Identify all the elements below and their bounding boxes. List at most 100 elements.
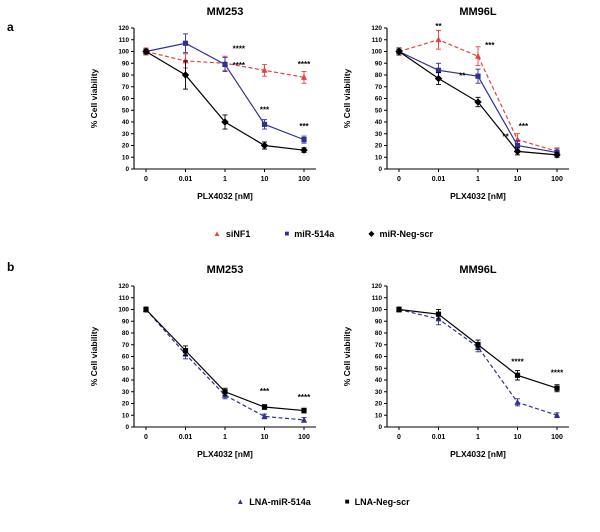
svg-text:****: ****	[233, 45, 246, 54]
svg-text:110: 110	[372, 295, 383, 302]
svg-text:100: 100	[371, 307, 382, 314]
svg-text:***: ***	[519, 122, 529, 131]
svg-text:60: 60	[375, 96, 383, 103]
svg-text:0: 0	[144, 176, 148, 183]
svg-text:**: **	[503, 133, 510, 142]
svg-text:50: 50	[122, 107, 130, 114]
svg-text:0: 0	[378, 166, 382, 173]
svg-text:100: 100	[551, 434, 563, 441]
legend-panel-a: ▲ siNF1 ■ miR-514a ◆ miR-Neg-scr	[0, 229, 600, 239]
svg-text:30: 30	[375, 389, 383, 396]
svg-text:**: **	[435, 22, 442, 31]
chart-title: MM96L	[459, 6, 497, 18]
svg-text:***: ***	[485, 41, 495, 50]
svg-text:120: 120	[371, 25, 382, 32]
legend-label: LNA-Neg-scr	[354, 497, 410, 507]
svg-text:1: 1	[476, 434, 480, 441]
svg-text:1: 1	[223, 176, 227, 183]
sinf1-marker-icon: ▲	[213, 229, 221, 238]
svg-text:% Cell viability: % Cell viability	[342, 68, 352, 128]
svg-text:0: 0	[397, 176, 401, 183]
legend-item-lna-mir-514a: ▲ LNA-miR-514a	[236, 497, 310, 507]
svg-text:80: 80	[375, 72, 383, 79]
svg-text:40: 40	[375, 377, 383, 384]
chart-title: MM253	[206, 264, 244, 276]
svg-text:0.01: 0.01	[179, 434, 193, 441]
svg-text:0: 0	[378, 424, 382, 431]
chart-title: MM96L	[459, 264, 497, 276]
svg-text:1: 1	[476, 176, 480, 183]
svg-text:****: ****	[233, 61, 246, 70]
svg-text:120: 120	[371, 283, 382, 290]
svg-text:30: 30	[375, 131, 383, 138]
panel-a-label: a	[7, 20, 14, 34]
svg-text:70: 70	[122, 342, 130, 349]
svg-text:60: 60	[375, 354, 383, 361]
svg-text:10: 10	[514, 176, 522, 183]
svg-text:****: ****	[511, 358, 524, 367]
svg-text:***: ***	[299, 122, 309, 131]
svg-text:40: 40	[122, 377, 130, 384]
svg-text:20: 20	[375, 143, 383, 150]
svg-text:110: 110	[119, 37, 130, 44]
svg-text:10: 10	[514, 434, 522, 441]
svg-text:20: 20	[375, 401, 383, 408]
svg-text:0: 0	[125, 166, 129, 173]
mir-514a-marker-icon: ■	[284, 229, 290, 238]
svg-text:60: 60	[122, 354, 130, 361]
svg-text:80: 80	[122, 72, 130, 79]
svg-text:0.01: 0.01	[432, 176, 446, 183]
svg-text:100: 100	[118, 307, 129, 314]
svg-text:0: 0	[125, 424, 129, 431]
svg-text:50: 50	[122, 365, 130, 372]
legend-label: LNA-miR-514a	[249, 497, 311, 507]
chart-block-a-mm96l: MM96L 0 10 20 30 40 50 60 70 80 90 100 110 120 0 0.01 1…	[341, 6, 586, 207]
panel-a-charts: MM253 0 10 20 30 40 50 60 70 80 90 100 110 120 0 0.01 1…	[88, 6, 586, 207]
svg-text:**: **	[459, 72, 466, 81]
svg-text:1: 1	[223, 434, 227, 441]
svg-text:90: 90	[122, 60, 130, 67]
svg-text:90: 90	[375, 60, 383, 67]
svg-text:% Cell viability: % Cell viability	[89, 326, 99, 386]
legend-item-mir-514a: ■ miR-514a	[284, 229, 334, 239]
svg-text:***: ***	[260, 387, 270, 396]
svg-text:20: 20	[122, 143, 130, 150]
svg-text:80: 80	[375, 330, 383, 337]
svg-text:10: 10	[122, 154, 130, 161]
legend-panel-b: ▲ LNA-miR-514a ■ LNA-Neg-scr	[0, 497, 600, 507]
svg-text:120: 120	[118, 25, 129, 32]
legend-item-lna-neg-scr: ■ LNA-Neg-scr	[345, 497, 410, 507]
chart-title: MM253	[206, 6, 244, 18]
svg-text:10: 10	[375, 154, 383, 161]
svg-text:10: 10	[261, 434, 269, 441]
panel-b-charts: MM253 0 10 20 30 40 50 60 70 80 90 100 110 120 0 0.01 1…	[88, 264, 586, 465]
svg-text:90: 90	[375, 318, 383, 325]
mir-neg-scr-marker-icon: ◆	[368, 229, 375, 238]
chart-block-b-mm96l: MM96L 0 10 20 30 40 50 60 70 80 90 100 110 120 0 0.01 1…	[341, 264, 586, 465]
svg-text:110: 110	[119, 295, 130, 302]
svg-text:100: 100	[118, 49, 129, 56]
svg-text:110: 110	[372, 37, 383, 44]
svg-text:***: ***	[260, 106, 270, 115]
chart-block-a-mm253: MM253 0 10 20 30 40 50 60 70 80 90 100 110 120 0 0.01 1…	[88, 6, 333, 207]
svg-text:0.01: 0.01	[179, 176, 193, 183]
svg-text:90: 90	[122, 318, 130, 325]
legend-label: miR-Neg-scr	[379, 229, 433, 239]
svg-text:80: 80	[122, 330, 130, 337]
svg-text:****: ****	[298, 393, 311, 402]
svg-text:10: 10	[122, 412, 130, 419]
lna-neg-scr-marker-icon: ■	[344, 497, 350, 506]
legend-label: miR-514a	[294, 229, 335, 239]
svg-text:100: 100	[371, 49, 382, 56]
svg-text:0: 0	[397, 434, 401, 441]
svg-text:30: 30	[122, 389, 130, 396]
svg-text:100: 100	[298, 176, 310, 183]
svg-text:% Cell viability: % Cell viability	[89, 68, 99, 128]
svg-text:PLX4032 [nM]: PLX4032 [nM]	[450, 449, 506, 459]
svg-text:10: 10	[261, 176, 269, 183]
panel-b-label: b	[7, 260, 15, 274]
svg-text:120: 120	[118, 283, 129, 290]
svg-text:10: 10	[375, 412, 383, 419]
